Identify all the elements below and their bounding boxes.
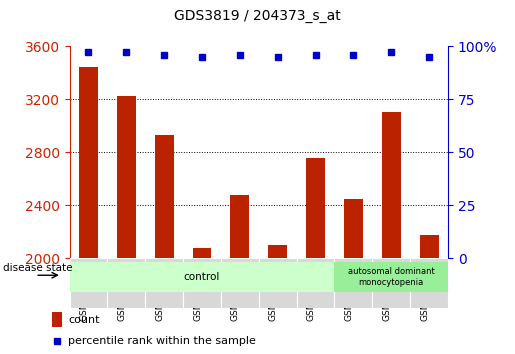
Bar [79, 67, 98, 258]
Bar [410, 258, 448, 308]
Text: percentile rank within the sample: percentile rank within the sample [68, 336, 256, 346]
Text: control: control [184, 272, 220, 282]
Bar [382, 113, 401, 258]
Bar [117, 96, 136, 258]
Bar [268, 245, 287, 258]
Bar [221, 258, 259, 308]
Bar [335, 262, 448, 292]
Text: count: count [68, 315, 99, 325]
Bar [297, 258, 335, 308]
Bar [70, 262, 334, 292]
Bar [306, 158, 325, 258]
Bar [259, 258, 297, 308]
Bar [230, 195, 249, 258]
Bar [344, 199, 363, 258]
Bar [145, 258, 183, 308]
Bar [335, 258, 372, 308]
Bar [193, 248, 212, 258]
Bar [372, 258, 410, 308]
Bar [183, 258, 221, 308]
Bar [52, 312, 62, 327]
Bar [420, 234, 439, 258]
Bar [70, 258, 107, 308]
Bar [107, 258, 145, 308]
Text: GDS3819 / 204373_s_at: GDS3819 / 204373_s_at [174, 9, 341, 23]
Bar [154, 135, 174, 258]
Text: autosomal dominant
monocytopenia: autosomal dominant monocytopenia [348, 267, 435, 287]
Text: disease state: disease state [3, 263, 72, 273]
